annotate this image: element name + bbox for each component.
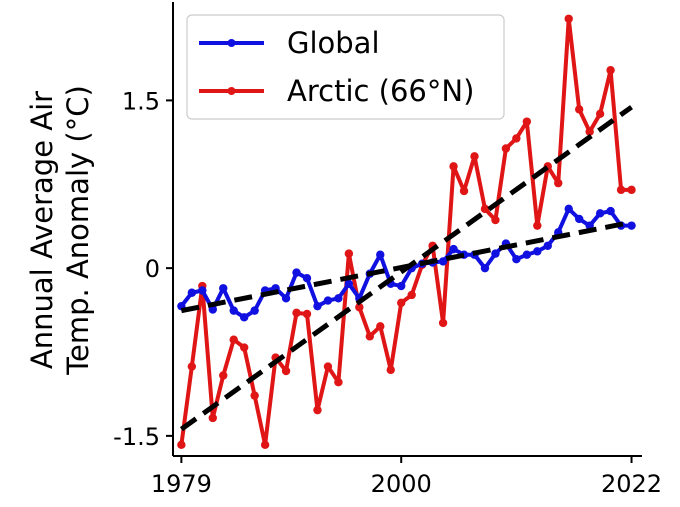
arctic-point-1982 (208, 413, 217, 423)
global-point-1980 (187, 288, 197, 297)
global-point-2016 (564, 204, 573, 214)
global-point-1983 (219, 284, 228, 293)
y-axis-title-line2: Temp. Anomaly (°C) (61, 85, 95, 376)
arctic-point-2019 (595, 109, 605, 119)
arctic-point-2022 (627, 185, 636, 195)
x-tick-label-2000: 2000 (371, 470, 432, 498)
legend-arctic-marker (227, 87, 236, 95)
legend-global-label: Global (287, 26, 380, 60)
arctic-point-2018 (585, 127, 594, 136)
global-point-1986 (250, 306, 259, 315)
global-point-1993 (323, 296, 333, 305)
legend-box (186, 14, 505, 120)
arctic-point-2005 (449, 162, 458, 171)
global-point-1990 (292, 268, 301, 277)
y-axis-title-line1: Annual Average Air (25, 91, 59, 369)
arctic-point-2017 (574, 105, 584, 114)
global-point-2013 (533, 247, 542, 256)
global-point-1998 (376, 250, 385, 259)
arctic-point-1984 (229, 335, 238, 344)
y-tick-label-1.5: 1.5 (122, 87, 160, 115)
arctic-trend-line (179, 105, 633, 432)
global-point-2004 (438, 257, 448, 266)
legend-global-marker (227, 39, 236, 47)
arctic-point-2009 (491, 215, 500, 225)
arctic-point-1995 (344, 249, 354, 258)
arctic-point-2020 (606, 66, 615, 75)
arctic-point-2012 (522, 117, 532, 126)
arctic-point-1998 (376, 322, 385, 331)
global-point-1981 (198, 286, 207, 295)
arctic-point-1993 (323, 362, 333, 371)
global-point-2012 (522, 250, 532, 259)
legend: Global Arctic (66°N) (186, 14, 505, 120)
global-point-1985 (239, 313, 249, 322)
arctic-point-1997 (365, 332, 375, 341)
trend-lines (179, 105, 633, 432)
global-point-2019 (595, 209, 605, 218)
arctic-point-1996 (355, 303, 364, 312)
arctic-point-2011 (512, 134, 521, 143)
arctic-point-2000 (397, 298, 406, 307)
arctic-point-1999 (386, 365, 395, 375)
arctic-point-1992 (313, 405, 322, 415)
global-point-1991 (302, 274, 312, 283)
axis-ticks: 1979 2000 2022 1.5 0 -1.5 (113, 87, 662, 498)
arctic-point-1990 (292, 308, 301, 318)
arctic-point-1983 (219, 371, 228, 380)
global-point-2014 (543, 241, 552, 250)
global-point-1992 (313, 301, 322, 311)
arctic-point-2001 (407, 290, 416, 300)
arctic-point-2004 (438, 318, 448, 328)
global-point-2011 (512, 254, 521, 264)
y-tick-label-0: 0 (145, 255, 160, 283)
arctic-point-1991 (302, 309, 312, 319)
global-point-2005 (449, 244, 458, 254)
arctic-point-1986 (250, 391, 259, 400)
arctic-point-1994 (334, 378, 343, 387)
legend-arctic-label: Arctic (66°N) (287, 74, 474, 108)
arctic-point-1979 (177, 440, 186, 450)
global-point-2009 (491, 249, 500, 258)
global-point-1994 (334, 294, 343, 303)
global-point-1995 (344, 279, 354, 288)
arctic-point-2008 (480, 204, 490, 214)
arctic-point-1985 (239, 343, 249, 352)
y-tick-label--1.5: -1.5 (113, 423, 160, 451)
arctic-point-1980 (187, 362, 197, 371)
arctic-point-2015 (554, 178, 563, 188)
global-point-2000 (397, 281, 406, 291)
global-point-2008 (480, 263, 490, 273)
global-point-2017 (574, 214, 584, 224)
arctic-point-2010 (501, 144, 511, 153)
arctic-point-2016 (564, 14, 573, 23)
global-point-2020 (606, 206, 615, 216)
arctic-point-2006 (459, 186, 469, 196)
arctic-point-2007 (470, 152, 479, 161)
global-point-2022 (627, 221, 636, 230)
global-point-1989 (281, 294, 291, 303)
arctic-point-2013 (533, 221, 542, 230)
global-point-1984 (229, 306, 238, 315)
x-tick-label-2022: 2022 (601, 470, 662, 498)
plot-area (177, 14, 636, 450)
arctic-point-1987 (260, 440, 270, 450)
arctic-point-1989 (281, 366, 291, 376)
x-tick-label-1979: 1979 (151, 470, 212, 498)
arctic-point-2021 (616, 185, 626, 195)
